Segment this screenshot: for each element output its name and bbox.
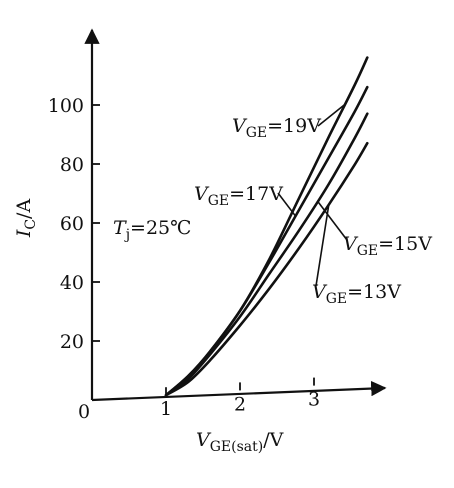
temperature-sub: j: [124, 227, 130, 243]
curve-vge-17v: [164, 85, 369, 397]
y-axis-label-base: I: [13, 229, 35, 238]
series-label-15v-base: V: [343, 233, 359, 255]
y-tick-label-80: 80: [60, 154, 84, 176]
origin-label: 0: [78, 401, 90, 423]
x-axis-label-unit: /V: [263, 429, 283, 451]
series-label-17v-base: V: [194, 183, 210, 205]
series-label-13v-base: V: [312, 281, 328, 303]
series-label-13v-sub: GE: [326, 291, 347, 307]
series-label-13v: VGE=13V: [312, 281, 401, 307]
temperature-text: =25℃: [130, 217, 191, 239]
temperature-base: T: [113, 217, 127, 239]
x-axis: [91, 380, 387, 402]
temperature-annotation: Tj=25℃: [113, 217, 191, 243]
series-label-19v-sub: GE: [246, 125, 267, 141]
y-tick-label-100: 100: [48, 95, 84, 117]
series-label-19v: VGE=19V: [232, 115, 321, 141]
y-axis-label-sub: C: [23, 219, 39, 230]
series-label-13v-value: =13V: [347, 281, 401, 303]
series-label-17v-value: =17V: [229, 183, 283, 205]
series-label-19v-value: =19V: [267, 115, 321, 137]
leader-13v: [315, 204, 330, 287]
leader-19v: [317, 103, 346, 127]
series-label-19v-base: V: [232, 115, 248, 137]
x-axis-label-base: V: [196, 429, 212, 451]
leader-17v: [277, 192, 297, 217]
x-tick-label-2: 2: [234, 393, 246, 415]
leader-15v: [317, 200, 348, 241]
curve-vge-13v: [164, 141, 369, 397]
y-axis-label: IC/A: [13, 199, 39, 239]
series-label-17v: VGE=17V: [194, 183, 283, 209]
y-tick-label-60: 60: [60, 213, 84, 235]
series-label-15v: VGE=15V: [343, 233, 432, 259]
y-tick-label-20: 20: [60, 331, 84, 353]
series-label-17v-sub: GE: [208, 193, 229, 209]
y-axis-label-unit: /A: [13, 199, 35, 219]
y-tick-label-40: 40: [60, 272, 84, 294]
x-axis-label: VGE(sat)/V: [196, 429, 284, 455]
x-tick-label-1: 1: [160, 398, 172, 420]
x-axis-label-sub: GE(sat): [210, 439, 263, 455]
series-label-15v-sub: GE: [357, 243, 378, 259]
x-tick-label-3: 3: [308, 389, 320, 411]
series-label-15v-value: =15V: [378, 233, 432, 255]
curve-vge-15v: [164, 112, 369, 397]
